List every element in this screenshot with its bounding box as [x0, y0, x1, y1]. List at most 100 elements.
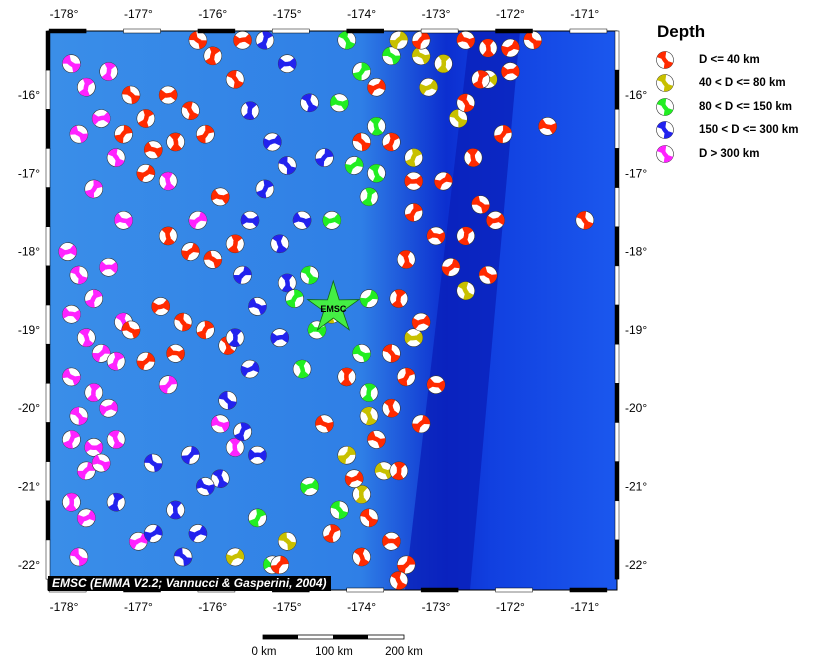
- focal-mechanism-beachball: [419, 77, 438, 97]
- focal-mechanism-beachball: [188, 210, 208, 230]
- lat-tick-label-left: -18°: [18, 245, 40, 259]
- focal-mechanism-beachball: [84, 289, 104, 308]
- beachball-icon: [656, 50, 674, 69]
- focal-mechanism-beachball: [300, 93, 319, 113]
- map-frame: [45, 28, 620, 593]
- focal-mechanism-beachball: [77, 328, 96, 348]
- focal-mechanism-beachball: [225, 234, 245, 254]
- focal-mechanism-beachball: [99, 62, 118, 81]
- focal-mechanism-beachball: [62, 367, 81, 387]
- legend-label: 150 < D <= 300 km: [699, 124, 799, 137]
- focal-mechanism-beachball: [344, 469, 364, 488]
- beachball-symbol: [656, 74, 674, 93]
- focal-mechanism-beachball: [367, 164, 386, 183]
- focal-mechanism-beachball: [158, 85, 178, 105]
- focal-mechanism-beachball: [411, 312, 431, 332]
- focal-mechanism-beachball: [367, 77, 386, 97]
- focal-mechanism-beachball: [471, 70, 490, 89]
- focal-mechanism-beachball: [285, 289, 304, 308]
- focal-mechanism-beachball: [166, 132, 185, 152]
- focal-mechanism-beachball: [471, 195, 490, 214]
- focal-mechanism-beachball: [233, 422, 252, 441]
- focal-mechanism-beachball: [389, 31, 409, 50]
- lon-tick-label-bottom: -177°: [124, 600, 153, 614]
- focal-mechanism-beachball: [382, 532, 401, 551]
- focal-mechanism-beachball: [106, 351, 126, 371]
- focal-mechanism-beachball: [114, 124, 133, 144]
- focal-mechanism-beachball: [196, 124, 215, 144]
- focal-mechanism-beachball: [158, 375, 178, 395]
- data-credit: EMSC (EMMA V2.2; Vannucci & Gasperini, 2…: [48, 576, 331, 591]
- focal-mechanism-beachball: [121, 320, 141, 340]
- focal-mechanism-beachball: [158, 226, 178, 246]
- focal-mechanism-beachball: [270, 555, 290, 575]
- depth-legend: Depth D <= 40 km 40 < D <= 80 km 80 < D <=…: [655, 22, 798, 166]
- legend-item: D > 300 km: [655, 142, 798, 166]
- lon-tick-label-bottom: -174°: [347, 600, 376, 614]
- focal-mechanism-beachball: [277, 273, 297, 293]
- lon-tick-label-top: -176°: [198, 7, 227, 21]
- lon-tick-label-bottom: -178°: [50, 600, 79, 614]
- lat-tick-label-left: -16°: [18, 88, 40, 102]
- focal-mechanism-beachball: [270, 328, 290, 348]
- lat-tick-label-left: -22°: [18, 558, 40, 572]
- lon-tick-label-top: -173°: [422, 7, 451, 21]
- star-icon: [306, 279, 361, 331]
- focal-mechanism-beachball: [84, 383, 104, 402]
- focal-mechanism-beachball: [181, 445, 200, 465]
- focal-mechanism-beachball: [486, 210, 505, 230]
- focal-mechanism-beachball: [143, 453, 163, 473]
- scale-label-200: 200 km: [385, 646, 423, 658]
- focal-mechanism-beachball: [315, 148, 334, 167]
- lon-tick-label-bottom: -172°: [496, 600, 525, 614]
- focal-mechanism-beachball: [456, 281, 476, 301]
- focal-mechanism-beachball: [389, 461, 409, 481]
- focal-mechanism-beachball: [91, 453, 111, 473]
- focal-mechanism-beachball: [352, 132, 371, 152]
- focal-mechanism-beachball: [166, 344, 185, 363]
- focal-mechanism-beachball: [143, 140, 163, 160]
- focal-mechanism-beachball: [84, 438, 104, 457]
- legend-item: 40 < D <= 80 km: [655, 72, 798, 96]
- focal-mechanism-beachball: [411, 31, 431, 50]
- focal-mechanism-beachball: [233, 31, 252, 50]
- focal-mechanism-beachball: [99, 257, 118, 277]
- focal-mechanism-beachball: [382, 344, 401, 363]
- legend-label: 40 < D <= 80 km: [699, 77, 786, 90]
- lon-tick-label-bottom: -176°: [198, 600, 227, 614]
- focal-mechanism-beachball: [196, 477, 215, 496]
- focal-mechanism-beachball: [166, 500, 185, 520]
- focal-mechanism-beachball: [240, 359, 260, 379]
- axis-ticks: -178° -178° -177° -177° -176° -176° -175° -175°…: [18, 7, 648, 614]
- focal-mechanism-beachball: [404, 148, 423, 167]
- focal-mechanism-beachball: [389, 571, 409, 590]
- lat-tick-label-left: -17°: [18, 166, 40, 180]
- lat-tick-label-right: -20°: [625, 401, 647, 415]
- focal-mechanism-beachball: [315, 414, 334, 434]
- focal-mechanism-beachball: [352, 547, 371, 567]
- focal-mechanism-beachball: [62, 492, 81, 512]
- focal-mechanisms: [58, 31, 595, 590]
- focal-mechanism-beachball: [270, 234, 290, 254]
- focal-mechanism-beachball: [396, 250, 416, 269]
- focal-mechanism-beachball: [136, 351, 156, 371]
- focal-mechanism-beachball: [463, 148, 483, 167]
- focal-mechanism-beachball: [322, 524, 342, 543]
- marker-label: EMSC: [320, 304, 347, 314]
- focal-mechanism-beachball: [129, 532, 148, 551]
- focal-mechanism-beachball: [188, 31, 208, 50]
- focal-mechanism-beachball: [359, 187, 379, 207]
- focal-mechanism-beachball: [84, 179, 104, 199]
- lon-tick-label-bottom: -171°: [570, 600, 599, 614]
- focal-mechanism-beachball: [106, 492, 126, 512]
- focal-mechanism-beachball: [106, 148, 126, 167]
- focal-mechanism-beachball: [300, 477, 319, 496]
- lon-tick-label-top: -178°: [50, 7, 79, 21]
- focal-mechanism-beachball: [77, 508, 96, 528]
- focal-mechanism-beachball: [203, 250, 223, 269]
- focal-mechanism-beachball: [196, 320, 215, 340]
- focal-mechanism-beachball: [69, 406, 89, 426]
- focal-mechanism-beachball: [478, 265, 498, 285]
- focal-mechanism-beachball: [337, 445, 357, 465]
